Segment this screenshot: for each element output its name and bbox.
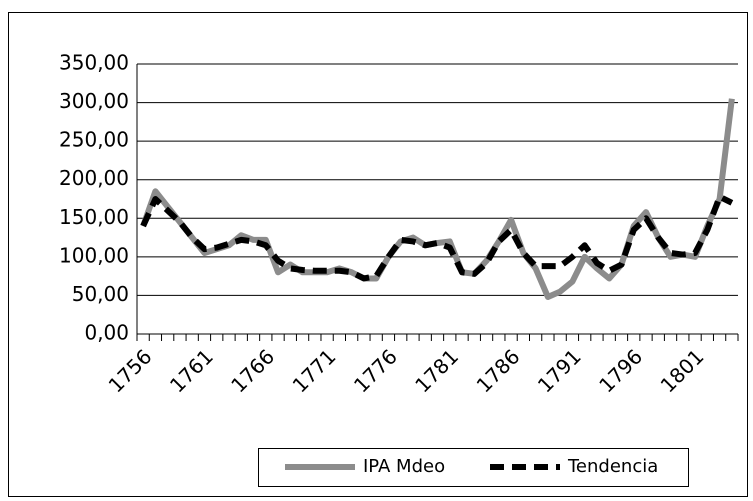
y-tick-label: 150,00 [59, 205, 129, 229]
y-tick-label: 250,00 [59, 128, 129, 152]
y-tick-label: 0,00 [84, 321, 129, 345]
y-tick-label: 300,00 [59, 89, 129, 113]
y-tick-label: 200,00 [59, 166, 129, 190]
y-tick-label: 350,00 [59, 51, 129, 75]
series-line [140, 193, 734, 282]
legend-label: IPA Mdeo [363, 456, 445, 477]
legend-label: Tendencia [567, 456, 658, 477]
y-tick-label: 100,00 [59, 243, 129, 267]
y-tick-label: 50,00 [72, 282, 129, 306]
legend: IPA Mdeo Tendencia [258, 448, 689, 487]
